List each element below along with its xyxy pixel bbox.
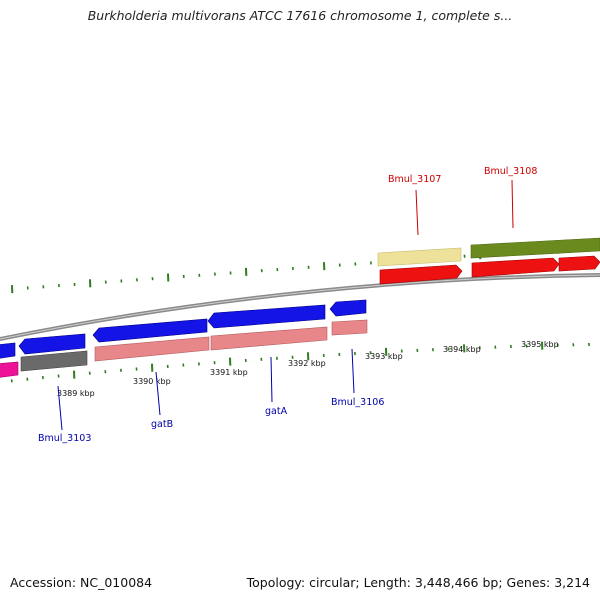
inner-scale-ticks: [10, 341, 590, 383]
gene-bar-pink-3[interactable]: [331, 319, 368, 336]
gene-label-bmul3107[interactable]: Bmul_3107: [388, 174, 441, 185]
gene-arrow-red-3[interactable]: [558, 255, 600, 272]
gene-arrow-red-2[interactable]: [471, 257, 560, 278]
scale-label: 3394 kbp: [443, 345, 481, 354]
topology-text: Topology: circular; Length: 3,448,466 bp…: [246, 575, 590, 590]
gene-bar-olive[interactable]: [470, 237, 600, 259]
feature-track-bottom-outer: [0, 299, 367, 359]
gene-label-gata[interactable]: gatA: [265, 406, 288, 417]
accession-text: Accession: NC_010084: [10, 575, 153, 590]
gene-arrow-blue-gatB[interactable]: [92, 318, 208, 343]
gene-label-bmul3108[interactable]: Bmul_3108: [484, 166, 537, 177]
gene-bar-gray[interactable]: [20, 350, 88, 372]
gene-labels-top: Bmul_3107 Bmul_3108: [388, 166, 537, 236]
feature-track-top-outer: [377, 237, 600, 267]
scale-label: 3393 kbp: [365, 352, 403, 361]
feature-track-top-inner: [379, 255, 600, 285]
scale-labels: 3389 kbp 3390 kbp 3391 kbp 3392 kbp 3393…: [57, 340, 559, 398]
scale-label: 3392 kbp: [288, 359, 326, 368]
scale-label: 3389 kbp: [57, 389, 95, 398]
map-title: Burkholderia multivorans ATCC 17616 chro…: [87, 8, 513, 23]
gene-label-bmul3103[interactable]: Bmul_3103: [38, 433, 91, 444]
gene-bar-pink-2[interactable]: [210, 326, 328, 351]
gene-labels-bottom: Bmul_3103 gatB gatA Bmul_3106: [38, 348, 384, 444]
gene-label-bmul3106[interactable]: Bmul_3106: [331, 397, 384, 408]
feature-track-bottom-inner: [0, 319, 368, 378]
scale-label: 3390 kbp: [133, 377, 171, 386]
gene-label-gatb[interactable]: gatB: [151, 419, 173, 430]
gene-arrow-blue-bmul3106[interactable]: [329, 299, 367, 317]
gene-arrow-red-1[interactable]: [379, 264, 463, 285]
scale-label: 3391 kbp: [210, 368, 248, 377]
gene-bar-yellow[interactable]: [377, 247, 462, 267]
gene-bar-magenta[interactable]: [0, 361, 19, 378]
gene-bar-pink-1[interactable]: [94, 336, 210, 362]
gene-arrow-blue-0[interactable]: [0, 342, 16, 359]
scale-label: 3395 kbp: [521, 340, 559, 349]
gene-arrow-blue-bmul3103[interactable]: [18, 333, 86, 355]
gene-arrow-blue-gatA[interactable]: [207, 304, 326, 329]
